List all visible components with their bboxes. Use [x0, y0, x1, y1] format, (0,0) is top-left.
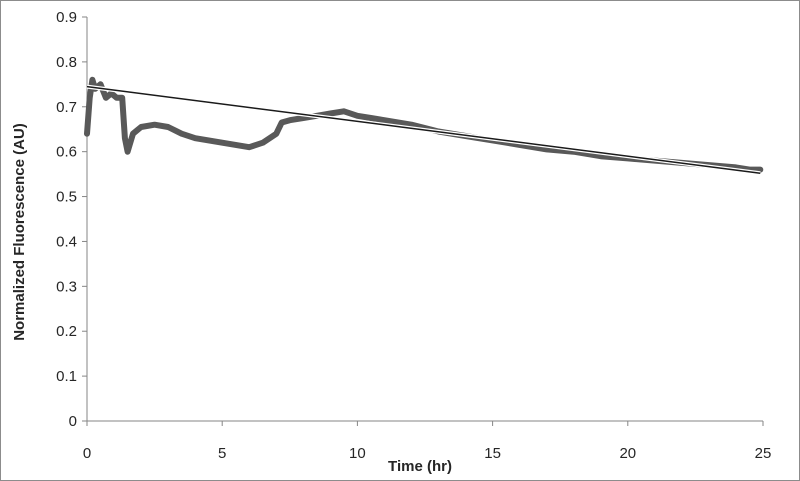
- fluorescence-data-point: [89, 77, 95, 83]
- fluorescence-data-point: [260, 140, 266, 146]
- fluorescence-data-point: [87, 95, 93, 101]
- fluorescence-data-point: [354, 113, 360, 119]
- x-tick-label: 20: [619, 445, 636, 462]
- fluorescence-data-point: [246, 144, 252, 150]
- fluorescence-data-point: [368, 115, 374, 121]
- y-tick-label: 0.9: [56, 9, 77, 26]
- y-tick-label: 0.3: [56, 278, 77, 295]
- fluorescence-data-point: [138, 124, 144, 130]
- fluorescence-data-point: [273, 131, 279, 137]
- fluorescence-data-point: [598, 153, 604, 159]
- y-tick-label: 0.5: [56, 189, 77, 206]
- fluorescence-data-point: [233, 142, 239, 148]
- fluorescence-data-point: [84, 131, 90, 137]
- x-tick-label: 15: [484, 445, 501, 462]
- x-axis-title: Time (hr): [388, 458, 452, 475]
- y-tick-label: 0.2: [56, 323, 77, 340]
- y-tick-label: 0.1: [56, 368, 77, 385]
- fluorescence-data-point: [98, 81, 103, 87]
- fluorescence-data-point: [409, 122, 414, 128]
- fluorescence-data-point: [119, 95, 125, 101]
- fluorescence-data-point: [108, 90, 114, 96]
- fluorescence-data-point: [287, 117, 293, 123]
- x-tick-label: 25: [755, 445, 772, 462]
- fluorescence-data-point: [179, 131, 185, 137]
- fluorescence-data-point: [219, 140, 225, 146]
- fluorescence-data-point: [279, 120, 285, 125]
- y-tick-label: 0: [69, 413, 77, 430]
- y-tick-label: 0.7: [56, 99, 77, 116]
- fluorescence-data-point: [152, 122, 158, 128]
- fluorescence-data-point: [103, 95, 109, 101]
- axes: [82, 16, 764, 426]
- fluorescence-data-point: [300, 115, 306, 121]
- x-tick-label: 10: [349, 445, 366, 462]
- fluorescence-data-point: [206, 137, 212, 143]
- fluorescence-series-line: [84, 76, 764, 173]
- fluorescence-data-point: [757, 167, 763, 173]
- fluorescence-data-point: [341, 108, 347, 114]
- y-tick-label: 0.8: [56, 54, 77, 71]
- y-tick-label: 0.6: [56, 144, 77, 161]
- x-tick-label: 0: [83, 445, 91, 462]
- series-layer: [84, 76, 764, 176]
- y-tick-label: 0.4: [56, 233, 77, 250]
- fluorescence-data-point: [327, 111, 333, 116]
- fluorescence-data-point: [114, 95, 120, 101]
- x-tick-label: 5: [218, 445, 226, 462]
- fluorescence-data-point: [165, 124, 171, 130]
- linear-trendline: [86, 85, 761, 174]
- fluorescence-data-point: [381, 117, 387, 123]
- fluorescence-data-point: [122, 135, 128, 141]
- tick-labels: 0 0.1 0.2 0.3 0.4 0.5 0.6 0.7 0.8 0.9 0 5 10 15 20 25: [56, 9, 771, 462]
- fluorescence-data-point: [130, 131, 136, 137]
- fluorescence-data-point: [192, 135, 198, 141]
- fluorescence-data-point: [125, 149, 131, 155]
- fluorescence-data-point: [544, 146, 550, 152]
- y-axis-title: Normalized Fluorescence (AU): [11, 123, 28, 341]
